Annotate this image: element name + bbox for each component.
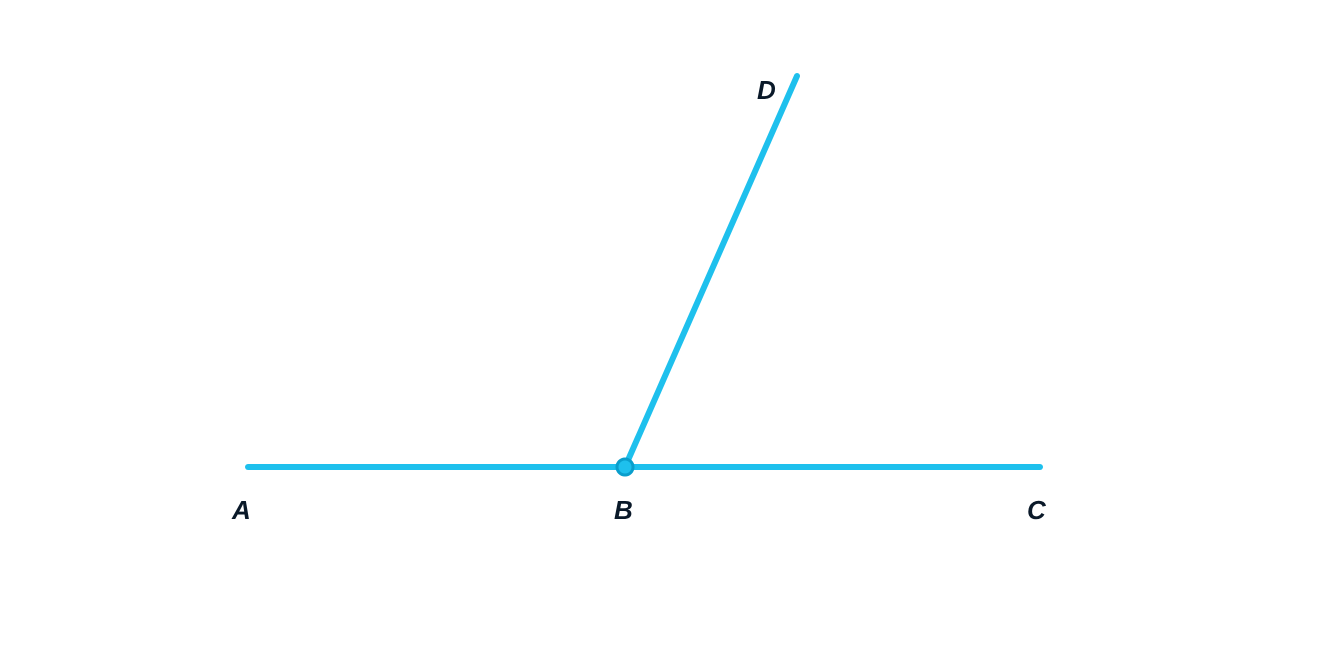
label-A: A (232, 495, 251, 526)
label-D: D (757, 75, 776, 106)
point-B (617, 459, 633, 475)
label-C: C (1027, 495, 1046, 526)
geometry-diagram: A B C D (0, 0, 1320, 657)
label-B: B (614, 495, 633, 526)
line-BD (625, 76, 797, 467)
diagram-svg (0, 0, 1320, 657)
